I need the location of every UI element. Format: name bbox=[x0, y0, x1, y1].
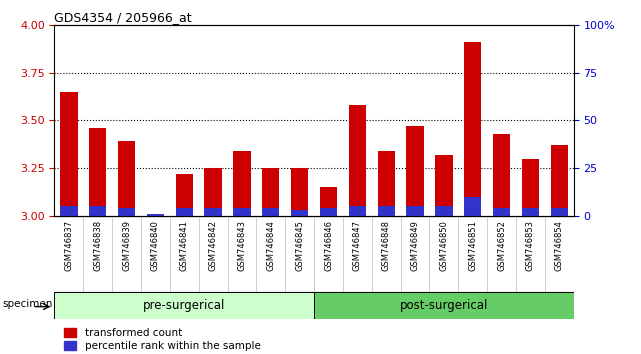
Bar bbox=[464, 197, 481, 216]
Text: GDS4354 / 205966_at: GDS4354 / 205966_at bbox=[54, 11, 192, 24]
Bar bbox=[435, 155, 453, 216]
Legend: transformed count, percentile rank within the sample: transformed count, percentile rank withi… bbox=[60, 324, 265, 354]
Text: GSM746843: GSM746843 bbox=[237, 220, 247, 271]
Bar bbox=[349, 206, 366, 216]
Bar bbox=[493, 134, 510, 216]
Bar bbox=[204, 208, 222, 216]
Text: GSM746853: GSM746853 bbox=[526, 220, 535, 271]
Bar bbox=[320, 208, 337, 216]
Bar bbox=[147, 214, 164, 216]
Text: GSM746851: GSM746851 bbox=[468, 220, 478, 270]
Text: pre-surgerical: pre-surgerical bbox=[143, 299, 226, 312]
Text: GSM746844: GSM746844 bbox=[266, 220, 276, 270]
Bar bbox=[291, 210, 308, 216]
Bar bbox=[118, 208, 135, 216]
Bar bbox=[435, 206, 453, 216]
Text: GSM746842: GSM746842 bbox=[208, 220, 218, 270]
Bar bbox=[262, 208, 279, 216]
Bar bbox=[551, 208, 568, 216]
Text: GSM746852: GSM746852 bbox=[497, 220, 506, 270]
Bar bbox=[60, 206, 78, 216]
Text: GSM746847: GSM746847 bbox=[353, 220, 362, 271]
Text: GSM746841: GSM746841 bbox=[179, 220, 189, 270]
Bar bbox=[349, 105, 366, 216]
Text: GSM746845: GSM746845 bbox=[295, 220, 304, 270]
Bar bbox=[176, 174, 193, 216]
Bar bbox=[320, 187, 337, 216]
Bar bbox=[406, 126, 424, 216]
Text: GSM746848: GSM746848 bbox=[381, 220, 391, 271]
Bar bbox=[291, 168, 308, 216]
Bar bbox=[54, 292, 314, 319]
Text: specimen: specimen bbox=[3, 299, 53, 309]
Text: GSM746837: GSM746837 bbox=[64, 220, 74, 271]
Bar bbox=[406, 206, 424, 216]
Bar bbox=[314, 292, 574, 319]
Bar bbox=[493, 208, 510, 216]
Bar bbox=[118, 141, 135, 216]
Bar bbox=[176, 208, 193, 216]
Bar bbox=[262, 168, 279, 216]
Bar bbox=[378, 206, 395, 216]
Text: GSM746840: GSM746840 bbox=[151, 220, 160, 270]
Text: GSM746839: GSM746839 bbox=[122, 220, 131, 271]
Bar bbox=[233, 208, 251, 216]
Bar bbox=[464, 42, 481, 216]
Bar bbox=[233, 151, 251, 216]
Bar bbox=[89, 206, 106, 216]
Bar bbox=[551, 145, 568, 216]
Text: GSM746838: GSM746838 bbox=[93, 220, 103, 271]
Bar bbox=[522, 208, 539, 216]
Bar bbox=[60, 92, 78, 216]
Bar bbox=[89, 128, 106, 216]
Text: GSM746849: GSM746849 bbox=[410, 220, 420, 270]
Bar bbox=[204, 168, 222, 216]
Text: post-surgerical: post-surgerical bbox=[400, 299, 488, 312]
Bar bbox=[522, 159, 539, 216]
Text: GSM746854: GSM746854 bbox=[554, 220, 564, 270]
Bar bbox=[378, 151, 395, 216]
Text: GSM746846: GSM746846 bbox=[324, 220, 333, 271]
Text: GSM746850: GSM746850 bbox=[439, 220, 449, 270]
